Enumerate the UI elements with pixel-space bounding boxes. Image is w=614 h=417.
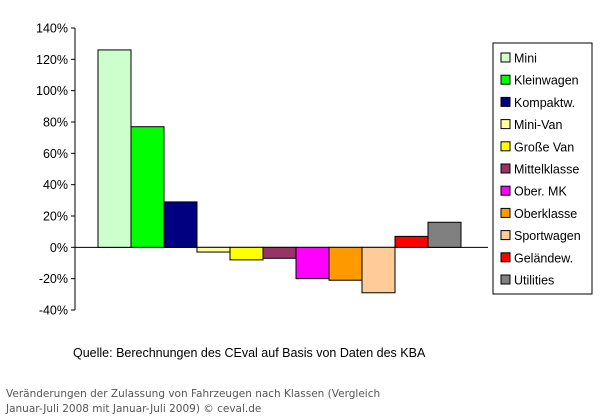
chart-legend: Mini Kleinwagen Kompaktw. Mini-Van Große Van… bbox=[492, 42, 593, 295]
legend-swatch bbox=[500, 52, 511, 63]
legend-swatch bbox=[500, 141, 511, 152]
y-tick-label: 0% bbox=[50, 241, 68, 255]
legend-swatch bbox=[500, 207, 511, 218]
y-tick-label: 60% bbox=[43, 147, 68, 161]
y-tick-label: -40% bbox=[39, 304, 68, 318]
bar-2 bbox=[130, 126, 165, 248]
bar-8 bbox=[328, 246, 363, 281]
bar-chart: 140% 120% 100% 80% 60% 40% 20% 0% -20% -40% Mini K… bbox=[36, 22, 593, 360]
legend-label: Utilities bbox=[514, 274, 554, 288]
figure-caption: Veränderungen der Zulassung von Fahrzeug… bbox=[6, 387, 606, 417]
bar-11 bbox=[427, 221, 462, 248]
chart-axes: 140% 120% 100% 80% 60% 40% 20% 0% -20% -40% bbox=[36, 22, 488, 318]
bar-10 bbox=[394, 235, 429, 248]
y-tick-label: 40% bbox=[43, 178, 68, 192]
y-tick-label: 20% bbox=[43, 210, 68, 224]
y-tick-label: 80% bbox=[43, 116, 68, 130]
bar-5 bbox=[229, 246, 264, 261]
legend-swatch bbox=[500, 230, 511, 241]
legend-label: Ober. MK bbox=[514, 185, 567, 199]
legend-swatch bbox=[500, 274, 511, 285]
chart-bars bbox=[97, 49, 462, 294]
legend-label: Große Van bbox=[514, 140, 574, 154]
source-note: Quelle: Berechnungen des CEval auf Basis… bbox=[73, 346, 426, 360]
y-tick-label: 120% bbox=[36, 53, 68, 67]
legend-swatch bbox=[500, 119, 511, 130]
bar-4 bbox=[196, 246, 231, 253]
y-tick-label: -20% bbox=[39, 272, 68, 286]
caption-line-1: Veränderungen der Zulassung von Fahrzeug… bbox=[6, 388, 381, 400]
y-tick-label: 100% bbox=[36, 84, 68, 98]
legend-swatch bbox=[500, 252, 511, 263]
legend-swatch bbox=[500, 74, 511, 85]
legend-label: Kleinwagen bbox=[514, 74, 579, 88]
bar-3 bbox=[163, 201, 198, 248]
legend-swatch bbox=[500, 185, 511, 196]
caption-line-2: Januar-Juli 2008 mit Januar-Juli 2009) ©… bbox=[6, 403, 262, 415]
bar-9 bbox=[361, 246, 396, 294]
y-tick-label: 140% bbox=[36, 22, 68, 36]
legend-label: Mittelklasse bbox=[514, 163, 579, 177]
bar-7 bbox=[295, 246, 330, 280]
bar-6 bbox=[262, 246, 297, 259]
legend-label: Kompaktw. bbox=[514, 96, 575, 110]
legend-label: Mini-Van bbox=[514, 118, 562, 132]
legend-label: Sportwagen bbox=[514, 229, 581, 243]
legend-swatch bbox=[500, 96, 511, 107]
legend-label: Oberklasse bbox=[514, 207, 577, 221]
legend-label: Geländew. bbox=[514, 251, 573, 265]
legend-swatch bbox=[500, 163, 511, 174]
bar-1 bbox=[97, 49, 132, 248]
legend-label: Mini bbox=[514, 52, 537, 66]
